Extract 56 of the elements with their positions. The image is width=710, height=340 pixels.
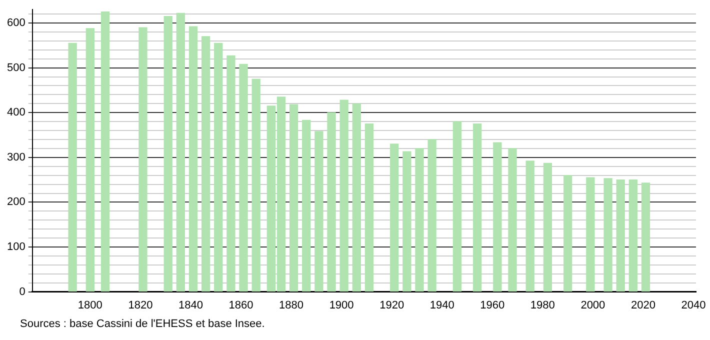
bar xyxy=(289,104,298,292)
x-tick-label: 1960 xyxy=(480,299,505,312)
bar xyxy=(402,151,412,292)
bar xyxy=(364,123,374,292)
bar xyxy=(472,123,482,292)
bar xyxy=(628,179,638,292)
bar xyxy=(314,131,324,292)
y-tick-label: 600 xyxy=(6,17,26,30)
y-tick-label: 0 xyxy=(19,286,26,298)
x-tick-label: 1800 xyxy=(78,299,102,312)
bar xyxy=(604,178,612,292)
bar xyxy=(201,36,210,292)
bar xyxy=(226,55,236,292)
bar xyxy=(164,16,172,292)
x-tick-label: 1980 xyxy=(530,299,555,312)
bar xyxy=(390,144,399,292)
bar xyxy=(526,160,534,292)
x-tick-label: 2000 xyxy=(580,299,606,312)
bar xyxy=(563,175,572,292)
source-note: Sources : base Cassini de l'EHESS et base Insee. xyxy=(20,318,265,330)
y-tick-label: 200 xyxy=(6,196,26,208)
bar xyxy=(428,139,436,292)
y-tick-label: 500 xyxy=(6,62,26,74)
y-tick-label: 300 xyxy=(6,151,26,164)
bar xyxy=(586,177,595,292)
bar xyxy=(616,179,625,292)
x-tick-label: 1900 xyxy=(329,299,354,312)
y-tick-label: 100 xyxy=(6,241,26,254)
x-tick-label: 1920 xyxy=(380,299,404,312)
x-tick-label: 2040 xyxy=(681,299,706,312)
bar xyxy=(302,120,311,292)
bar xyxy=(100,12,110,292)
bar xyxy=(86,28,94,292)
bar xyxy=(543,162,552,292)
y-tick-label: 400 xyxy=(6,106,26,119)
bar xyxy=(252,78,260,292)
bar xyxy=(68,42,77,292)
x-tick-label: 1840 xyxy=(178,299,203,312)
x-tick-label: 1860 xyxy=(228,299,254,312)
bar xyxy=(508,148,517,292)
bar xyxy=(493,142,502,292)
bar xyxy=(327,112,336,292)
bar xyxy=(188,26,198,292)
bar xyxy=(214,42,223,292)
x-tick-label: 1940 xyxy=(430,299,454,312)
bar xyxy=(415,148,424,292)
bar xyxy=(239,64,248,292)
x-tick-label: 2020 xyxy=(630,299,656,312)
bar xyxy=(352,103,361,292)
x-tick-label: 1880 xyxy=(279,299,304,312)
bar xyxy=(641,182,650,292)
bar xyxy=(340,100,348,292)
bar xyxy=(452,121,462,292)
bar xyxy=(138,27,148,292)
x-tick-label: 1820 xyxy=(128,299,153,312)
bar xyxy=(176,12,185,292)
